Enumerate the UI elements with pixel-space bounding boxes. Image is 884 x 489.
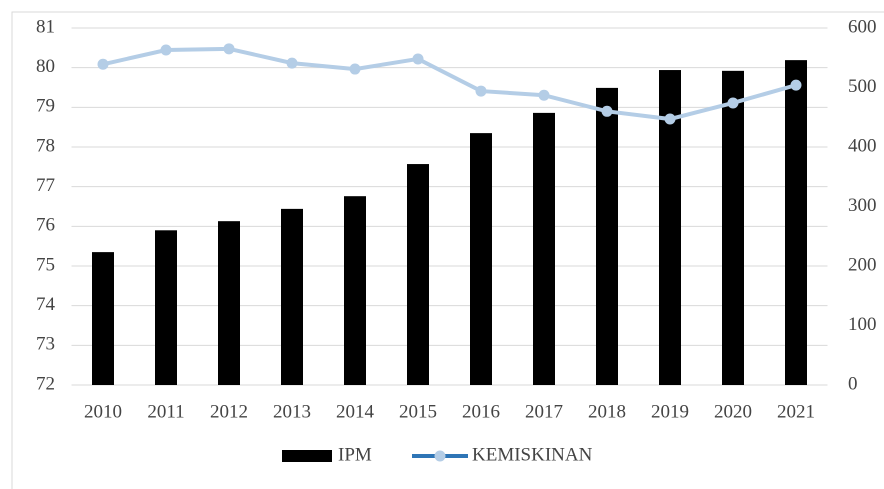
marker (790, 79, 802, 91)
marker (601, 105, 613, 117)
x-tick-label: 2017 (525, 401, 563, 422)
x-tick-label: 2013 (273, 401, 311, 422)
y-tick-label: 73 (36, 334, 55, 355)
x-tick-label: 2018 (588, 401, 626, 422)
y2-tick-label: 300 (848, 195, 877, 216)
bar (596, 87, 618, 385)
marker (349, 63, 361, 75)
y2-tick-label: 200 (848, 254, 877, 275)
y-tick-label: 72 (36, 373, 55, 394)
marker (727, 97, 739, 109)
y-tick-label: 76 (36, 215, 55, 236)
legend-label: IPM (338, 444, 372, 465)
legend-marker (434, 450, 446, 462)
bar (344, 196, 366, 385)
y2-tick-label: 500 (848, 76, 877, 97)
line (102, 46, 797, 122)
x-tick-label: 2011 (147, 401, 184, 422)
marker (223, 43, 235, 55)
y-tick-label: 77 (36, 175, 55, 196)
marker (97, 58, 109, 70)
legend-swatch (282, 450, 332, 462)
y-tick-label: 75 (36, 254, 55, 275)
marker (412, 53, 424, 65)
bar (470, 133, 492, 385)
x-tick-label: 2019 (651, 401, 689, 422)
bar (92, 252, 114, 385)
y-tick-label: 78 (36, 135, 55, 156)
x-tick-label: 2012 (210, 401, 248, 422)
x-tick-label: 2016 (462, 401, 500, 422)
bar (155, 230, 177, 385)
bar (659, 70, 681, 386)
y-tick-label: 81 (36, 16, 55, 37)
bar (407, 164, 429, 385)
bar (533, 112, 555, 386)
y2-tick-label: 0 (848, 373, 858, 394)
y-tick-label: 74 (36, 294, 56, 315)
x-tick-label: 2014 (336, 401, 375, 422)
marker (160, 44, 172, 56)
bar (785, 60, 807, 385)
bar (218, 221, 240, 385)
marker (664, 113, 676, 125)
y-tick-label: 80 (36, 56, 55, 77)
marker (286, 57, 298, 69)
x-tick-label: 2020 (714, 401, 752, 422)
bar (281, 208, 303, 385)
y2-tick-label: 600 (848, 16, 877, 37)
marker (475, 85, 487, 97)
y2-tick-label: 400 (848, 135, 877, 156)
x-tick-label: 2015 (399, 401, 437, 422)
x-tick-label: 2021 (777, 401, 815, 422)
y2-tick-label: 100 (848, 314, 877, 335)
y-tick-label: 79 (36, 96, 55, 117)
legend-label: KEMISKINAN (472, 444, 593, 465)
chart-border (11, 11, 884, 489)
x-tick-label: 2010 (84, 401, 122, 422)
bar (722, 70, 744, 385)
marker (538, 89, 550, 101)
